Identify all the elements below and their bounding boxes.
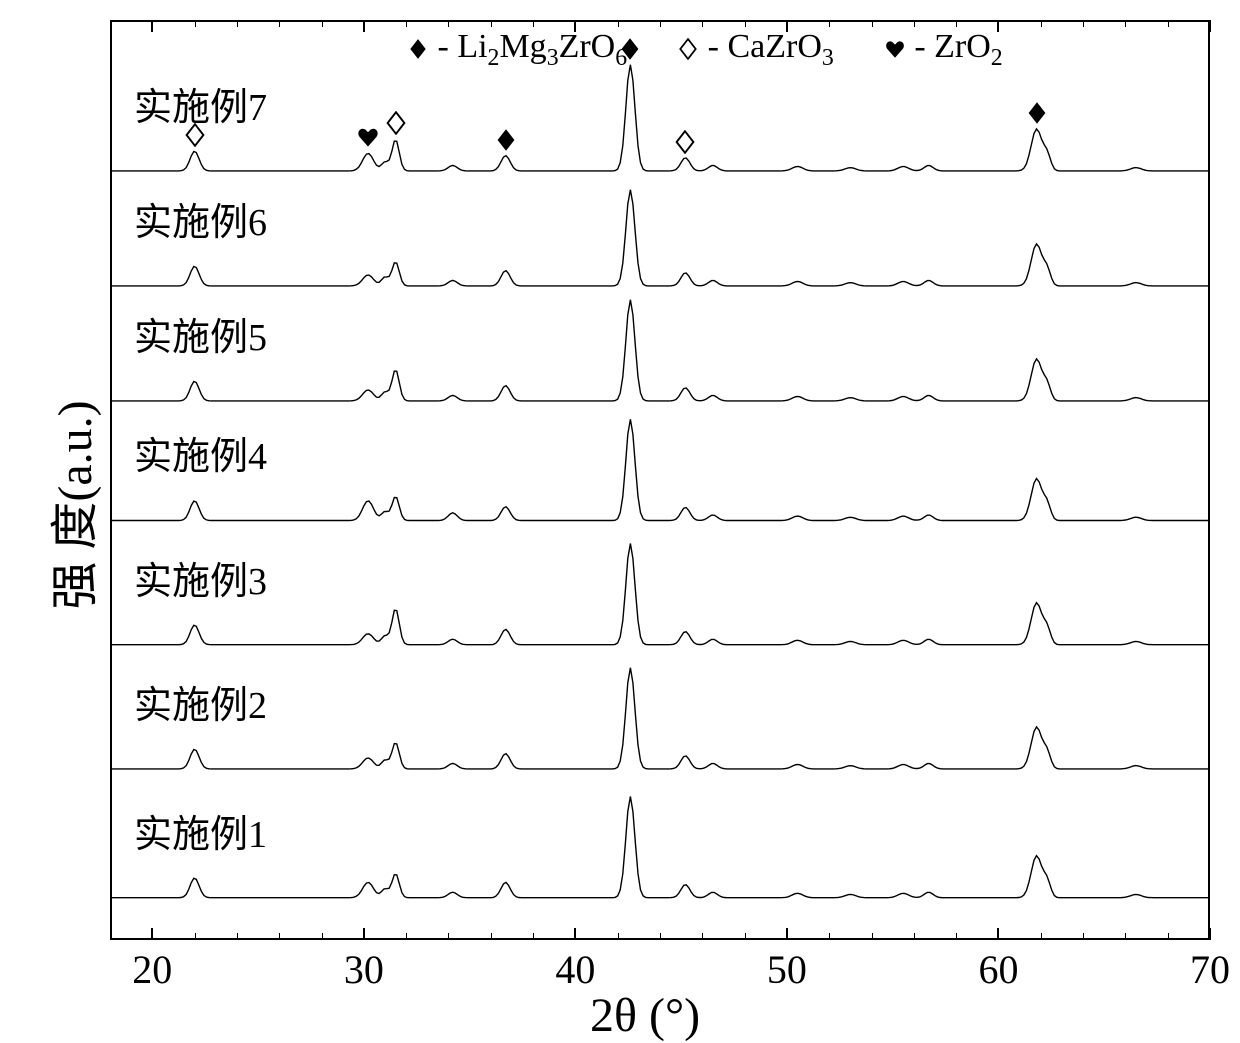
peak-marker — [1025, 99, 1049, 133]
pattern-label: 实施例1 — [134, 803, 267, 858]
pattern-label: 实施例2 — [134, 674, 267, 729]
peak-marker — [183, 121, 207, 155]
xrd-pattern-line — [110, 419, 1209, 520]
pattern-label: 实施例5 — [134, 306, 267, 361]
xrd-pattern-line — [110, 544, 1209, 645]
pattern-label: 实施例6 — [134, 191, 267, 246]
xrd-pattern-line — [110, 668, 1209, 769]
xrd-pattern-line — [110, 300, 1209, 401]
xrd-patterns-svg — [0, 0, 1240, 1040]
peak-marker — [384, 109, 408, 143]
peak-marker — [673, 128, 697, 162]
peak-marker — [618, 35, 642, 69]
xrd-pattern-line — [110, 797, 1209, 898]
pattern-label: 实施例3 — [134, 550, 267, 605]
xrd-pattern-line — [110, 190, 1209, 286]
xrd-chart: 强 度(a.u.) - Li2Mg3ZrO6 - CaZrO3 - ZrO2 2… — [0, 0, 1240, 1040]
peak-marker — [494, 126, 518, 160]
pattern-label: 实施例4 — [134, 425, 267, 480]
peak-marker — [356, 123, 380, 157]
